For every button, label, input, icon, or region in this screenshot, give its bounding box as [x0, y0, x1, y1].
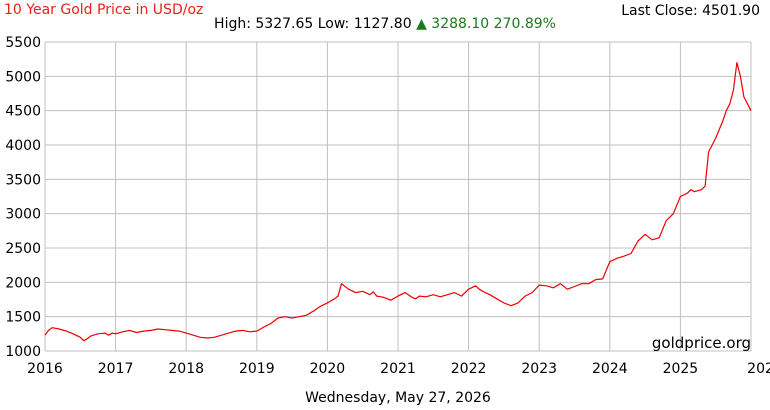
change-text: 3288.10 270.89% [431, 16, 556, 32]
y-tick-label: 1500 [5, 310, 41, 326]
y-tick-label: 3500 [5, 172, 41, 188]
x-tick-label: 2016 [27, 361, 63, 377]
x-tick-label: 2018 [168, 361, 204, 377]
footer-date: Wednesday, May 27, 2026 [305, 390, 491, 406]
last-close-label: Last Close: 4501.90 [621, 3, 760, 19]
x-tick-label: 2023 [521, 361, 557, 377]
grid [44, 41, 752, 352]
x-tick-label: 2022 [451, 361, 487, 377]
y-tick-label: 4500 [5, 104, 41, 120]
series-line [44, 61, 752, 342]
y-tick-label: 2500 [5, 241, 41, 257]
watermark-text: goldprice.org [652, 334, 751, 352]
y-tick-label: 5000 [5, 69, 41, 85]
x-tick-label: 2026 [747, 361, 770, 377]
y-tick-label: 1000 [5, 344, 41, 360]
up-arrow-icon: ▲ [416, 16, 427, 32]
x-tick-label: 2021 [380, 361, 416, 377]
y-axis-ticks: 1000 1500 2000 2500 3000 3500 4000 4500 5000 5500 [5, 35, 41, 360]
price-series [44, 61, 752, 342]
x-tick-label: 2024 [592, 361, 628, 377]
x-tick-label: 2025 [663, 361, 699, 377]
y-tick-label: 5500 [5, 35, 41, 51]
x-tick-label: 2019 [239, 361, 275, 377]
x-axis-ticks: 2016 2017 2018 2019 2020 2021 2022 2023 2024 2025… [27, 361, 770, 377]
y-tick-label: 4000 [5, 138, 41, 154]
chart-title: 10 Year Gold Price in USD/oz [4, 2, 204, 18]
y-tick-label: 2000 [5, 275, 41, 291]
high-low-text: High: 5327.65 Low: 1127.80 [214, 16, 412, 32]
high-low-stats: High: 5327.65 Low: 1127.80 ▲ 3288.10 270… [0, 16, 770, 32]
x-tick-label: 2017 [98, 361, 134, 377]
y-tick-label: 3000 [5, 207, 41, 223]
x-tick-label: 2020 [310, 361, 346, 377]
